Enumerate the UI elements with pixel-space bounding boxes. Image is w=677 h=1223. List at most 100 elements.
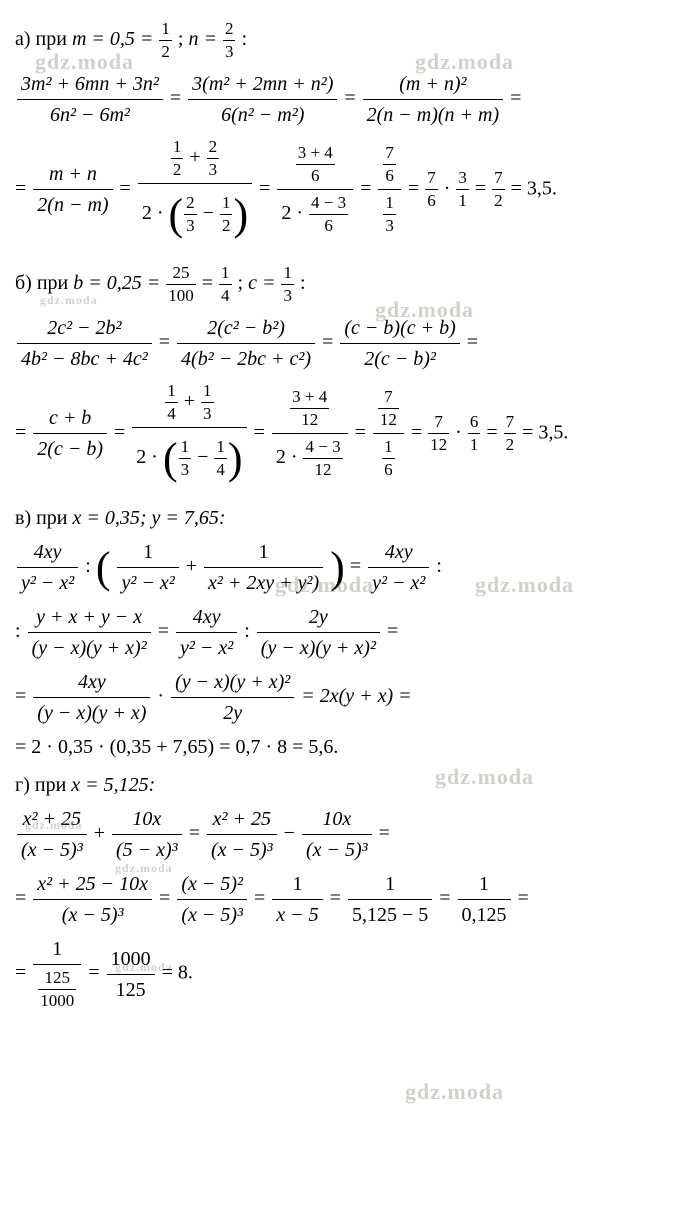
n: 1 — [272, 871, 322, 900]
text: x = 0,35; y = 7,65: — [73, 507, 226, 529]
d: 4b² − 8bc + 4c² — [17, 344, 152, 372]
minus: − — [284, 822, 300, 844]
eq: = — [330, 887, 346, 909]
div: : — [85, 555, 96, 577]
n: 1 — [348, 871, 432, 900]
d: y² − x² — [17, 568, 78, 596]
d: 5,125 − 5 — [348, 900, 432, 928]
n: 7 — [378, 386, 399, 409]
result: = 2 · 0,35 · (0,35 + 7,65) = 0,7 · 8 = 5… — [15, 736, 338, 758]
d: (y − x)(y + x)² — [257, 633, 380, 661]
n: 3 — [456, 167, 469, 190]
d: 12 — [378, 409, 399, 431]
t: 2 · — [136, 446, 163, 468]
eq: = — [344, 87, 360, 109]
wm: gdz.moda — [405, 1078, 504, 1107]
result: = 3,5. — [522, 421, 568, 443]
text: n = — [188, 28, 222, 50]
n: (x − 5)² — [177, 871, 247, 900]
plus: + — [186, 555, 202, 577]
n: 1 — [382, 436, 395, 459]
d: 6 — [425, 190, 438, 212]
eq: = — [114, 421, 130, 443]
result: = 8. — [162, 962, 193, 984]
den: 2(n − m)(n + m) — [363, 100, 504, 128]
d: 3 — [281, 285, 294, 307]
d: y² − x² — [117, 568, 178, 596]
t: = 2x(y + x) = — [301, 685, 411, 707]
d: 6 — [309, 215, 348, 237]
div: : — [244, 620, 255, 642]
t: ; — [238, 272, 249, 294]
eq: = — [254, 887, 270, 909]
eq: = — [202, 272, 218, 294]
n: 1 — [383, 192, 396, 215]
d: x − 5 — [272, 900, 322, 928]
part-a-cond: а) при m = 0,5 = 12 ; n = 23 : — [15, 18, 662, 63]
n: 2c² − 2b² — [17, 315, 152, 344]
eq: = — [411, 421, 427, 443]
dot: · — [157, 685, 169, 707]
n: 1 — [201, 380, 214, 403]
n: 1 — [204, 539, 323, 568]
eq: = — [350, 555, 366, 577]
eq: = — [88, 962, 104, 984]
part-c-line4: = 2 · 0,35 · (0,35 + 7,65) = 0,7 · 8 = 5… — [15, 734, 662, 760]
den: 6(n² − m²) — [188, 100, 337, 128]
eq: = — [379, 822, 390, 844]
eq: = — [254, 421, 270, 443]
d: (x − 5)³ — [17, 835, 87, 863]
d: (x − 5)³ — [302, 835, 372, 863]
d: x² + 2xy + y²) — [204, 568, 323, 596]
d: 6 — [296, 165, 335, 187]
n: 1 — [117, 539, 178, 568]
eq: = — [159, 331, 175, 353]
eq: = — [322, 331, 338, 353]
n: x² + 25 — [207, 806, 277, 835]
n: 7 — [428, 411, 449, 434]
n: x² + 25 — [17, 806, 87, 835]
d: 4 — [214, 459, 227, 481]
text: в) при — [15, 507, 73, 529]
n: (y − x)(y + x)² — [171, 669, 294, 698]
n: y + x + y − x — [28, 604, 151, 633]
n: 25 — [166, 262, 196, 285]
part-d-line2: = x² + 25 − 10x(x − 5)³ = (x − 5)²(x − 5… — [15, 871, 662, 928]
d: 6 — [382, 459, 395, 481]
n: 1 — [165, 380, 178, 403]
part-a-line2: = m + n2(n − m) = 12 + 23 2 · (23 − 12) … — [15, 136, 662, 243]
n: 4xy — [176, 604, 237, 633]
eq: = — [189, 822, 205, 844]
eq: = — [170, 87, 186, 109]
eq: = — [159, 887, 175, 909]
d: 3 — [383, 215, 396, 237]
den: 2(n − m) — [33, 190, 112, 218]
text: г) при — [15, 774, 71, 796]
d: 12 — [303, 459, 342, 481]
d: 100 — [166, 285, 196, 307]
d: 2y — [171, 698, 294, 726]
n: x² + 25 − 10x — [33, 871, 152, 900]
d: (x − 5)³ — [207, 835, 277, 863]
d: 3 — [201, 403, 214, 425]
part-b-cond: б) при b = 0,25 = 25100 = 14 ; c = 13 : — [15, 262, 662, 307]
n: 1 — [219, 262, 232, 285]
n: 3 + 4 — [296, 142, 335, 165]
n: 4xy — [368, 539, 429, 568]
d: 2(c − b)² — [340, 344, 459, 372]
part-b-line2: = c + b2(c − b) = 14 + 13 2 · (13 − 14) … — [15, 380, 662, 487]
num: 2 — [223, 18, 236, 41]
eq: = — [510, 87, 521, 109]
t: : — [300, 272, 306, 294]
n: 7 — [504, 411, 517, 434]
part-c-cond: в) при x = 0,35; y = 7,65: — [15, 505, 662, 531]
d: y² − x² — [368, 568, 429, 596]
n: 2 — [207, 136, 220, 159]
eq: = — [387, 620, 398, 642]
eq: = — [259, 177, 275, 199]
text: m = 0,5 = — [72, 28, 158, 50]
n: 125 — [38, 967, 76, 990]
n: 1 — [214, 436, 227, 459]
result: = 3,5. — [511, 177, 557, 199]
text: x = 5,125: — [71, 774, 155, 796]
